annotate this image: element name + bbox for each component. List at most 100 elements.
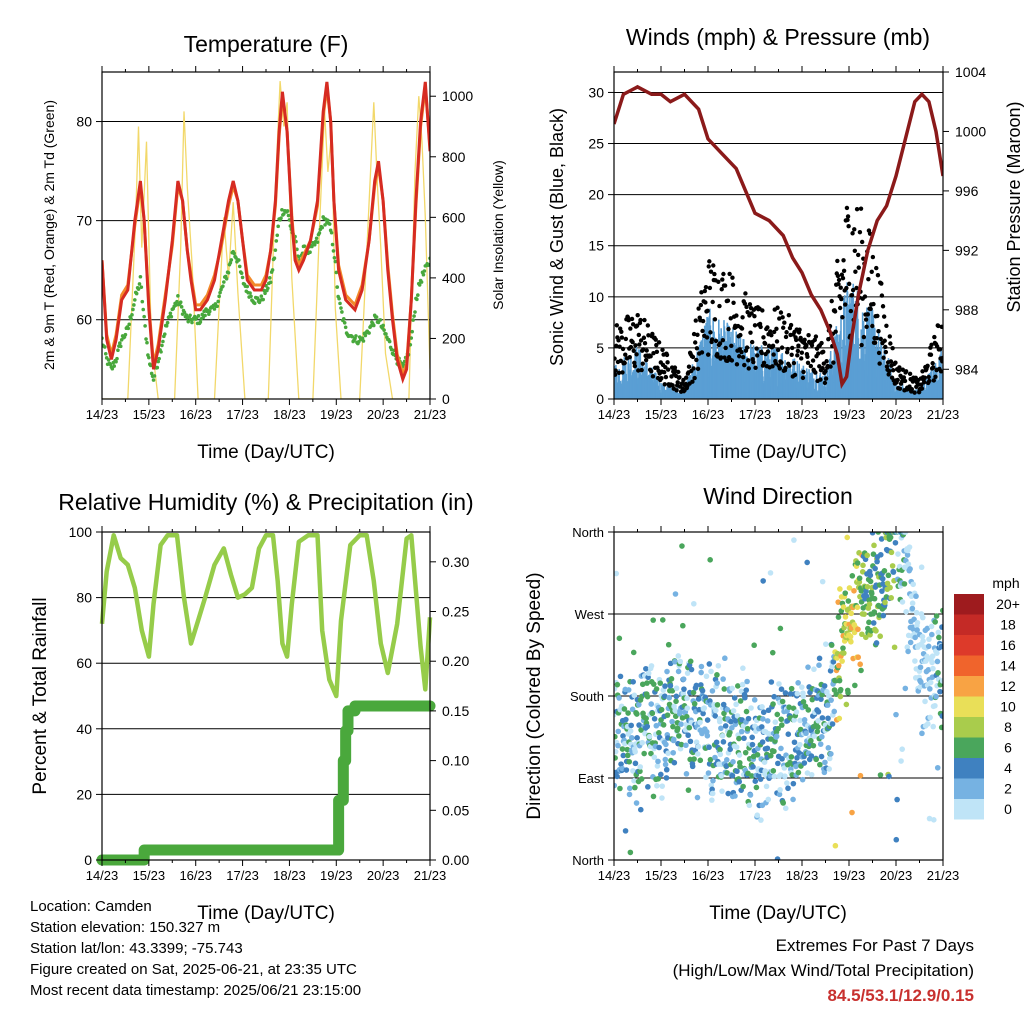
direction-point (868, 590, 875, 597)
direction-point (870, 620, 877, 626)
y-tick-label: 0 (84, 852, 92, 868)
dewpoint-point (139, 285, 144, 289)
wind-direction-panel: Wind Direction 14/23 15/23 16/23 17/23 18/23… (524, 483, 1020, 924)
x-tick-label: 16/23 (692, 868, 725, 883)
direction-point (902, 532, 909, 535)
gust-point (838, 285, 843, 290)
y2-tick-label: 1004 (955, 64, 986, 80)
direction-point (680, 690, 687, 697)
dewpoint-point (169, 314, 174, 319)
gust-point (787, 363, 792, 368)
gust-point (731, 300, 736, 306)
dewpoint-point (415, 297, 419, 302)
direction-point (929, 631, 935, 638)
direction-point (643, 665, 649, 672)
direction-point (837, 693, 844, 700)
dewpoint-point (168, 311, 173, 316)
gust-point (614, 368, 618, 373)
direction-point (811, 666, 817, 673)
gust-point (883, 344, 888, 350)
y-tick-label: 25 (588, 136, 604, 152)
dewpoint-point (382, 328, 386, 332)
gust-point (786, 312, 792, 318)
dewpoint-point (176, 294, 180, 298)
direction-point (684, 670, 691, 676)
direction-point (899, 746, 906, 752)
direction-point (694, 794, 701, 801)
direction-point (633, 800, 640, 806)
direction-point (821, 683, 828, 689)
direction-point (753, 784, 760, 791)
y2-tick-label: 992 (955, 242, 979, 258)
direction-point (734, 768, 740, 775)
direction-point (744, 725, 751, 732)
direction-point (797, 717, 803, 724)
dewpoint-point (151, 378, 156, 382)
direction-point (653, 686, 660, 692)
gust-point (633, 343, 638, 348)
direction-point (933, 693, 939, 700)
direction-point (837, 586, 843, 592)
dewpoint-point (140, 299, 145, 304)
dewpoint-point (224, 276, 229, 281)
gust-point (785, 346, 790, 352)
gust-point (795, 348, 801, 354)
direction-point (648, 663, 655, 669)
direction-point (704, 717, 711, 723)
legend-swatch (954, 737, 984, 758)
direction-point (841, 650, 847, 656)
dewpoint-point (232, 251, 236, 256)
dewpoint-point (340, 310, 344, 314)
direction-xlabel: Time (Day/UTC) (709, 903, 847, 924)
direction-point (925, 643, 932, 650)
direction-point (815, 708, 822, 715)
x-tick-label: 14/23 (598, 868, 631, 883)
gust-point (890, 368, 896, 373)
dewpoint-point (338, 301, 342, 306)
extremes-title: Extremes For Past 7 Days (775, 936, 974, 955)
direction-point (614, 782, 618, 789)
direction-point (821, 769, 828, 776)
direction-point (840, 604, 847, 610)
direction-point (736, 752, 743, 758)
direction-point (632, 760, 639, 767)
dewpoint-point (152, 374, 157, 378)
direction-point (707, 557, 713, 563)
y-tick-label: North (572, 853, 604, 868)
dewpoint-point (216, 299, 221, 304)
direction-point (808, 737, 814, 744)
direction-point (669, 687, 676, 694)
direction-point (684, 695, 690, 701)
direction-point (831, 708, 838, 715)
dewpoint-point (327, 222, 332, 226)
dewpoint-point (196, 314, 201, 318)
dewpoint-point (274, 239, 279, 243)
direction-point (696, 706, 702, 713)
gust-point (693, 318, 698, 323)
direction-point (837, 686, 844, 693)
direction-point (835, 614, 842, 620)
gust-point (637, 342, 642, 347)
direction-point (795, 769, 802, 776)
direction-point (774, 856, 781, 860)
x-tick-label: 21/23 (927, 868, 960, 883)
direction-point (650, 681, 657, 687)
direction-point (816, 662, 822, 669)
dewpoint-point (416, 293, 420, 297)
station-elevation: Station elevation: 150.327 m (30, 919, 221, 936)
direction-point (819, 578, 826, 585)
legend-label: 0 (1004, 801, 1012, 817)
direction-point (691, 756, 697, 762)
dewpoint-point (141, 307, 146, 312)
gust-point (879, 293, 885, 298)
gust-point (642, 317, 647, 323)
direction-point (759, 739, 766, 745)
gust-point (777, 316, 782, 321)
direction-point (663, 775, 670, 781)
gust-point (690, 379, 695, 384)
direction-point (653, 722, 660, 729)
direction-point (808, 771, 815, 778)
gust-point (940, 359, 943, 364)
gust-point (837, 305, 843, 311)
direction-point (844, 534, 851, 541)
